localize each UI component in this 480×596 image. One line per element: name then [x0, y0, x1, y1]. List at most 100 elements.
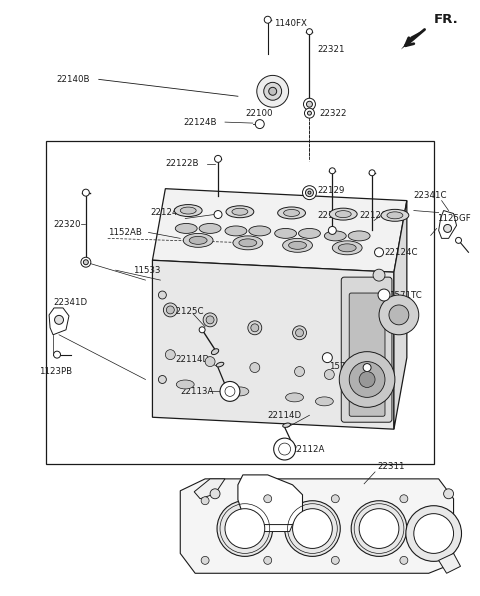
- Circle shape: [55, 315, 63, 324]
- Circle shape: [81, 257, 91, 267]
- Ellipse shape: [348, 231, 370, 241]
- Circle shape: [83, 189, 89, 196]
- Text: 22126A: 22126A: [359, 211, 393, 220]
- Circle shape: [308, 111, 312, 115]
- Polygon shape: [238, 475, 302, 530]
- Ellipse shape: [299, 228, 320, 238]
- Text: 22122B: 22122B: [166, 159, 199, 168]
- Circle shape: [264, 495, 272, 502]
- Ellipse shape: [233, 236, 263, 250]
- Circle shape: [303, 98, 315, 110]
- Circle shape: [251, 324, 259, 332]
- Text: 22129: 22129: [317, 186, 345, 195]
- Ellipse shape: [387, 212, 403, 219]
- Circle shape: [293, 326, 306, 340]
- Circle shape: [456, 237, 461, 243]
- Ellipse shape: [189, 237, 207, 244]
- Text: 22113A: 22113A: [180, 387, 214, 396]
- Ellipse shape: [277, 207, 305, 219]
- Circle shape: [400, 495, 408, 502]
- Ellipse shape: [324, 231, 346, 241]
- Text: 22311: 22311: [377, 462, 405, 471]
- Circle shape: [285, 501, 340, 557]
- Circle shape: [248, 321, 262, 335]
- Ellipse shape: [288, 241, 306, 249]
- Circle shape: [214, 210, 222, 219]
- Circle shape: [220, 381, 240, 401]
- Circle shape: [323, 353, 332, 362]
- Circle shape: [210, 489, 220, 499]
- Text: 1123PB: 1123PB: [39, 367, 72, 376]
- Circle shape: [306, 101, 312, 107]
- Circle shape: [166, 350, 175, 359]
- Polygon shape: [194, 479, 225, 499]
- Ellipse shape: [329, 208, 357, 220]
- Circle shape: [206, 316, 214, 324]
- Ellipse shape: [175, 224, 197, 234]
- Circle shape: [328, 226, 336, 234]
- Circle shape: [444, 489, 454, 499]
- Ellipse shape: [183, 234, 213, 247]
- Text: 22320: 22320: [53, 220, 81, 229]
- Circle shape: [329, 168, 336, 174]
- Circle shape: [400, 557, 408, 564]
- Circle shape: [269, 88, 276, 95]
- Text: 1125GF: 1125GF: [437, 214, 470, 223]
- Circle shape: [331, 495, 339, 502]
- Circle shape: [374, 248, 384, 257]
- Circle shape: [324, 370, 334, 380]
- Ellipse shape: [286, 393, 303, 402]
- Ellipse shape: [232, 208, 248, 215]
- Circle shape: [158, 375, 167, 383]
- Text: 22124C: 22124C: [384, 248, 418, 257]
- Text: 22341D: 22341D: [53, 299, 87, 308]
- Text: 22114D: 22114D: [175, 355, 209, 364]
- Ellipse shape: [231, 387, 249, 396]
- Circle shape: [359, 508, 399, 548]
- Circle shape: [167, 306, 174, 314]
- Circle shape: [305, 189, 313, 197]
- Circle shape: [158, 291, 167, 299]
- Bar: [46, 141, 434, 464]
- Circle shape: [379, 295, 419, 335]
- Text: 1152AB: 1152AB: [108, 228, 142, 237]
- Circle shape: [225, 508, 265, 548]
- Circle shape: [255, 120, 264, 129]
- Ellipse shape: [381, 209, 409, 221]
- Text: 22125C: 22125C: [170, 308, 204, 316]
- Circle shape: [201, 496, 209, 505]
- Polygon shape: [180, 479, 454, 573]
- Circle shape: [378, 289, 390, 301]
- Text: 22112A: 22112A: [291, 445, 325, 454]
- Text: 22341C: 22341C: [414, 191, 447, 200]
- Circle shape: [215, 156, 221, 162]
- Ellipse shape: [284, 209, 300, 216]
- Circle shape: [369, 170, 375, 176]
- Text: 1601DG: 1601DG: [354, 375, 390, 384]
- Circle shape: [406, 505, 461, 561]
- Circle shape: [302, 186, 316, 200]
- Circle shape: [373, 269, 385, 281]
- FancyBboxPatch shape: [349, 293, 385, 416]
- Circle shape: [351, 501, 407, 557]
- Circle shape: [257, 76, 288, 107]
- Text: 11533: 11533: [132, 266, 160, 275]
- Polygon shape: [394, 201, 407, 429]
- Text: 22124B: 22124B: [183, 117, 217, 126]
- Ellipse shape: [211, 349, 219, 355]
- Circle shape: [389, 305, 409, 325]
- Polygon shape: [153, 260, 394, 429]
- Ellipse shape: [336, 210, 351, 218]
- Circle shape: [163, 303, 177, 317]
- Circle shape: [199, 327, 205, 333]
- Polygon shape: [439, 554, 460, 573]
- Ellipse shape: [174, 204, 202, 216]
- Circle shape: [274, 438, 296, 460]
- Polygon shape: [153, 189, 407, 272]
- Circle shape: [295, 367, 304, 377]
- Ellipse shape: [226, 206, 254, 218]
- Circle shape: [205, 356, 215, 367]
- Circle shape: [414, 514, 454, 554]
- Circle shape: [264, 16, 271, 23]
- Text: 22321: 22321: [317, 45, 345, 54]
